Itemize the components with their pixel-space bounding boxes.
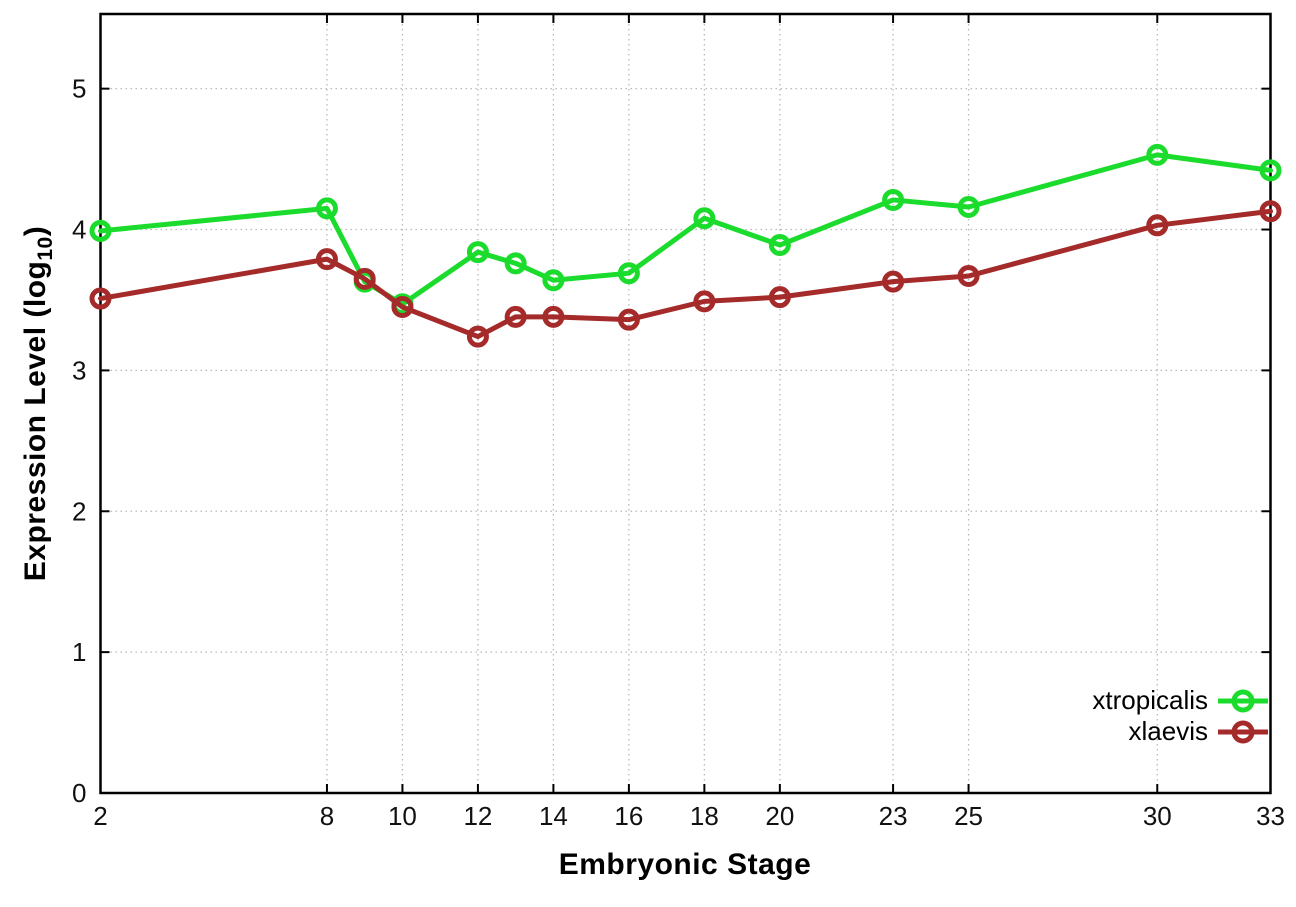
point-xlaevis-stage13: [504, 305, 527, 328]
point-xtropicalis-stage16: [617, 262, 640, 285]
x-tick-label-12: 12: [463, 801, 492, 831]
point-xtropicalis-stage14: [542, 269, 565, 292]
x-tick-label-33: 33: [1256, 801, 1285, 831]
point-xlaevis-stage2: [89, 287, 112, 310]
legend-label-xtropicalis: xtropicalis: [1092, 685, 1208, 715]
point-xlaevis-stage12: [466, 325, 489, 348]
legend-label-xlaevis: xlaevis: [1128, 716, 1208, 746]
x-tick-label-30: 30: [1143, 801, 1172, 831]
legend-item-xtropicalis: xtropicalis: [1092, 685, 1268, 715]
y-tick-label-2: 2: [72, 496, 86, 526]
point-xlaevis-stage33: [1259, 200, 1282, 223]
line-circle-marker-icon: [1218, 720, 1268, 743]
point-xlaevis-stage8: [315, 248, 338, 271]
point-xtropicalis-stage30: [1146, 143, 1169, 166]
legend-circle: [1231, 720, 1255, 743]
x-tick-label-14: 14: [539, 801, 568, 831]
point-xtropicalis-stage23: [882, 188, 905, 211]
point-xlaevis-stage18: [693, 290, 716, 313]
legend-circle: [1231, 689, 1255, 712]
x-axis-title: Embryonic Stage: [558, 848, 812, 881]
legend-item-xlaevis: xlaevis: [1128, 716, 1268, 746]
legend: xtropicalis xlaevis: [1092, 685, 1268, 746]
point-xtropicalis-stage12: [466, 241, 489, 264]
line-circle-marker-icon: [1218, 689, 1268, 712]
point-xlaevis-stage16: [617, 308, 640, 331]
x-tick-label-20: 20: [765, 801, 794, 831]
y-tick-label-3: 3: [72, 355, 86, 385]
point-xlaevis-stage14: [542, 305, 565, 328]
point-xtropicalis-stage8: [315, 197, 338, 220]
point-xlaevis-stage25: [957, 265, 980, 288]
point-xtropicalis-stage25: [957, 195, 980, 218]
x-tick-label-16: 16: [614, 801, 643, 831]
x-tick-label-18: 18: [690, 801, 719, 831]
point-xtropicalis-stage20: [768, 234, 791, 257]
x-tick-label-23: 23: [879, 801, 908, 831]
point-xlaevis-stage23: [882, 270, 905, 293]
point-xtropicalis-stage2: [89, 219, 112, 242]
y-tick-label-0: 0: [72, 778, 86, 808]
x-tick-label-25: 25: [954, 801, 983, 831]
point-xtropicalis-stage18: [693, 207, 716, 230]
point-xlaevis-stage10: [391, 296, 414, 319]
y-tick-label-1: 1: [72, 637, 86, 667]
point-xtropicalis-stage13: [504, 252, 527, 275]
plot-border: [99, 12, 1272, 795]
point-xlaevis-stage20: [768, 286, 791, 309]
x-tick-label-8: 8: [320, 801, 334, 831]
x-tick-label-2: 2: [93, 801, 107, 831]
point-xtropicalis-stage33: [1259, 159, 1282, 182]
point-xlaevis-stage9: [353, 267, 376, 290]
point-xlaevis-stage30: [1146, 214, 1169, 237]
y-tick-label-5: 5: [72, 74, 86, 104]
y-tick-label-4: 4: [72, 215, 86, 245]
x-tick-label-10: 10: [388, 801, 417, 831]
